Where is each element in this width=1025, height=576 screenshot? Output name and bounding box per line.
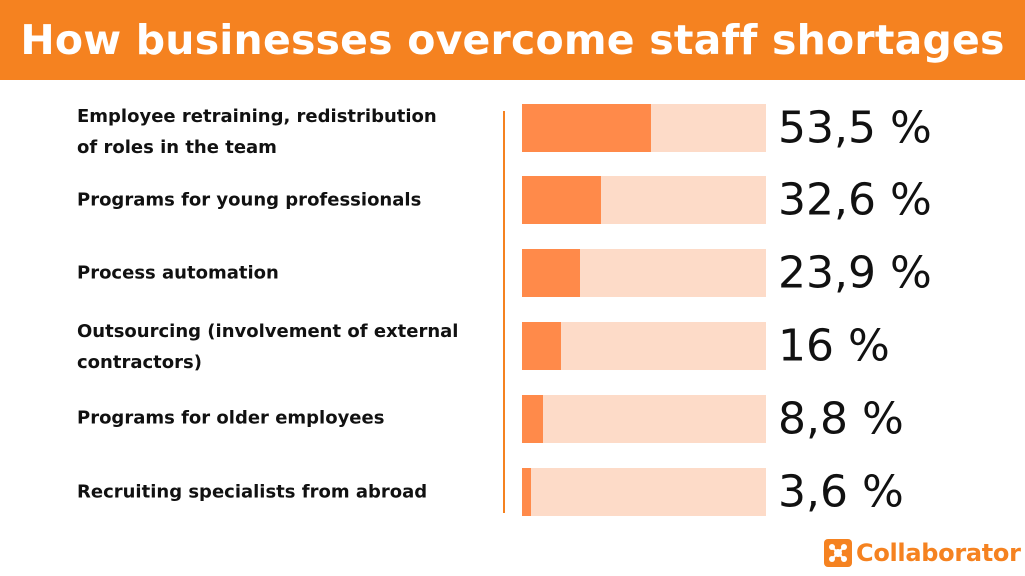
bar-track	[522, 176, 766, 224]
category-label-line: Programs for young professionals	[77, 189, 422, 211]
value-label: 32,6 %	[778, 174, 932, 226]
page-title: How businesses overcome staff shortages	[20, 16, 1005, 64]
value-label: 3,6 %	[778, 466, 904, 518]
category-label: Programs for young professionals	[77, 185, 497, 216]
bar	[522, 395, 543, 443]
header-banner: How businesses overcome staff shortages	[0, 0, 1025, 80]
category-label: Process automation	[77, 258, 497, 289]
value-label: 8,8 %	[778, 393, 904, 445]
axis-line	[503, 111, 505, 513]
category-label-line: contractors)	[77, 352, 202, 373]
category-label: Employee retraining, redistribution of ro…	[77, 101, 497, 163]
bar	[522, 249, 580, 297]
value-label: 53,5 %	[778, 102, 932, 154]
bar-track	[522, 104, 766, 152]
bar	[522, 176, 601, 224]
bar	[522, 322, 561, 370]
bar	[522, 104, 651, 152]
value-label: 23,9 %	[778, 247, 932, 299]
category-label: Recruiting specialists from abroad	[77, 477, 497, 508]
bar-track	[522, 322, 766, 370]
connected-nodes-icon	[824, 539, 852, 567]
category-label: Outsourcing (involvement of external cont…	[77, 316, 497, 378]
bar	[522, 468, 531, 516]
logo-text: Collaborator	[856, 539, 1021, 567]
category-label-line: Employee retraining, redistribution	[77, 106, 437, 127]
category-label: Programs for older employees	[77, 403, 497, 434]
category-label-line: Outsourcing (involvement of external	[77, 321, 459, 342]
category-label-line: of roles in the team	[77, 137, 277, 158]
bar-track	[522, 249, 766, 297]
category-label-line: Programs for older employees	[77, 407, 385, 429]
category-label-line: Recruiting specialists from abroad	[77, 481, 428, 503]
bar-track	[522, 395, 766, 443]
category-label-line: Process automation	[77, 262, 279, 284]
bar-track	[522, 468, 766, 516]
value-label: 16 %	[778, 320, 890, 372]
brand-logo: Collaborator	[824, 538, 1021, 568]
